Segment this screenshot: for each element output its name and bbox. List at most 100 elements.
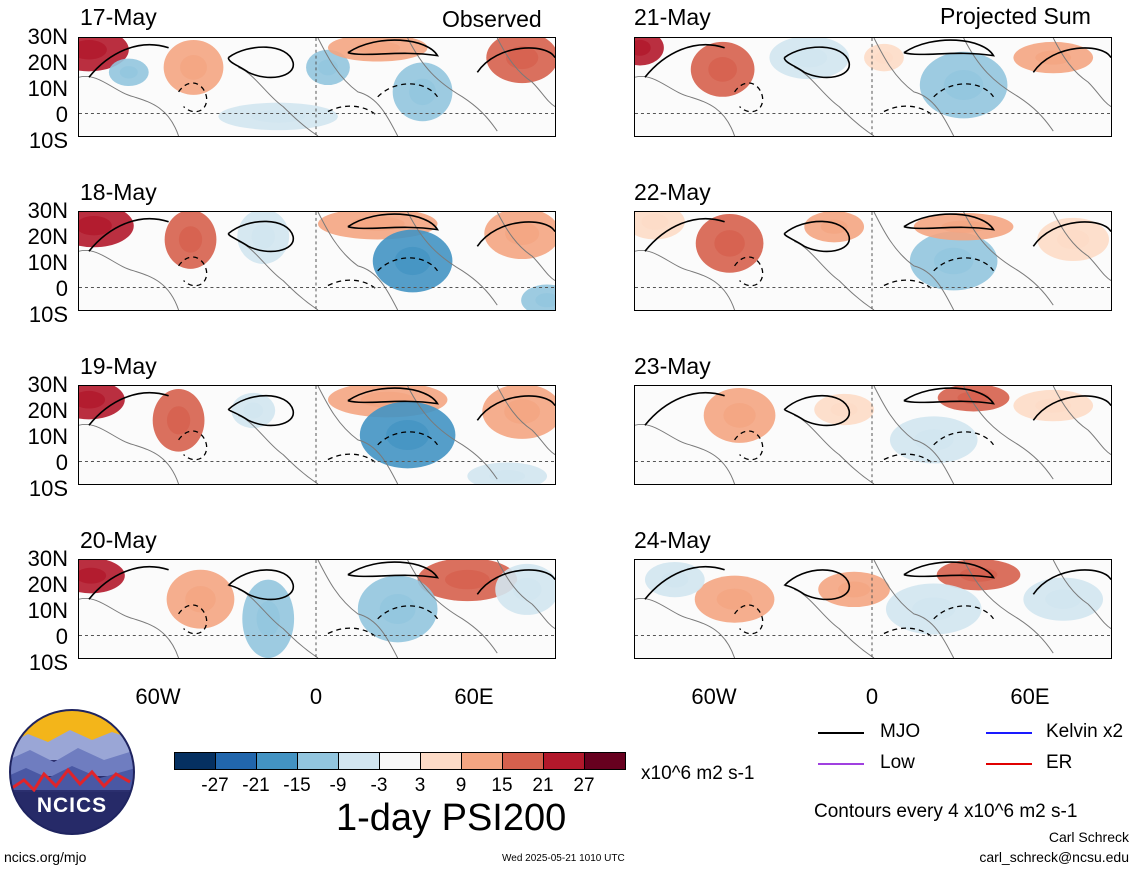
anomaly-core: [394, 246, 431, 276]
colorbar-swatch: [256, 752, 298, 770]
colorbar-tick-label: -21: [242, 775, 270, 796]
map-field: [635, 212, 1111, 310]
anomaly-core: [1057, 229, 1090, 250]
colorbar-swatch: [502, 752, 544, 770]
map-panel: [78, 385, 556, 485]
legend-label-er: ER: [1046, 752, 1073, 773]
lat-label: 20N: [27, 224, 68, 249]
anomaly-core: [79, 40, 107, 60]
panel-date: 23-May: [634, 353, 711, 379]
lon-label: 60E: [454, 684, 494, 709]
anomaly-core: [914, 429, 954, 451]
anomaly-core: [941, 220, 987, 233]
colorbar-tick-label: -3: [370, 775, 388, 796]
map-field: [79, 560, 555, 658]
mjo-contour: [88, 561, 555, 601]
anomaly-core: [318, 59, 338, 76]
coastline: [79, 386, 555, 484]
mjo-contour: [644, 561, 1111, 601]
lat-label: 30N: [27, 546, 68, 571]
panel-date: 22-May: [634, 179, 711, 205]
anomaly-core: [504, 399, 541, 424]
anomaly-core: [830, 402, 858, 417]
anomaly-core: [1035, 398, 1072, 413]
anomaly-core: [635, 39, 651, 56]
colorbar-tick-label: -15: [283, 775, 311, 796]
mjo-contour: [88, 213, 555, 253]
anomaly-core: [1045, 589, 1082, 609]
lat-label: 20N: [27, 398, 68, 423]
anomaly-core: [716, 588, 753, 610]
colorbar-tick-label: 9: [455, 775, 467, 796]
map-field: [635, 38, 1111, 136]
negative-contour: [734, 430, 995, 465]
anomaly-core: [166, 406, 191, 435]
anomaly-core: [79, 390, 106, 409]
anomaly-core: [933, 247, 974, 275]
lat-label: 20N: [27, 50, 68, 75]
legend-label-mjo: MJO: [880, 721, 921, 742]
colorbar-swatch: [543, 752, 585, 770]
map-field: [635, 386, 1111, 484]
legend-line-low: [818, 763, 864, 765]
footer-timestamp: Wed 2025-05-21 1010 UTC: [502, 853, 625, 864]
panel-date: 17-May: [80, 4, 157, 30]
panel-date: 20-May: [80, 527, 157, 553]
colorbar-swatch: [420, 752, 462, 770]
map-panel: [634, 385, 1112, 485]
map-panel: [78, 559, 556, 659]
colorbar-units: x10^6 m2 s-1: [641, 763, 755, 784]
anomaly-core: [178, 226, 203, 253]
anomaly-core: [79, 216, 112, 236]
anomaly-core: [837, 581, 871, 598]
footer-email[interactable]: carl_schreck@ncsu.edu: [979, 849, 1129, 865]
footer-url[interactable]: ncics.org/mjo: [4, 849, 87, 865]
legend-line-mjo: [818, 732, 864, 734]
colorbar-tick-label: 21: [532, 775, 554, 796]
colorbar-tick-label: -9: [329, 775, 347, 796]
negative-contour: [734, 604, 995, 639]
map-field: [79, 38, 555, 136]
lat-label: 10S: [28, 128, 68, 153]
colorbar-tick-label: 27: [573, 775, 595, 796]
legend-line-er: [986, 763, 1032, 765]
mjo-contour: [644, 387, 1111, 427]
anomaly-core: [355, 41, 401, 54]
coastline: [79, 212, 555, 310]
anomaly-core: [1035, 50, 1072, 65]
lat-label: 0: [55, 102, 68, 127]
anomaly-core: [409, 78, 436, 106]
map-field: [79, 212, 555, 310]
anomaly-core: [641, 213, 669, 230]
lat-label: 30N: [27, 198, 68, 223]
anomaly-core: [489, 469, 526, 483]
lat-label: 10N: [27, 598, 68, 623]
logo-text: NCICS: [37, 794, 107, 817]
mjo-contour: [88, 39, 555, 79]
lat-label: 10S: [28, 302, 68, 327]
map-panel: [78, 211, 556, 311]
lat-label: 10N: [27, 76, 68, 101]
panel-date: 21-May: [634, 4, 711, 30]
coastline: [79, 560, 555, 658]
colorbar-tick-label: 15: [491, 775, 513, 796]
contour-note: Contours every 4 x10^6 m2 s-1: [814, 801, 1078, 822]
colorbar-swatch: [215, 752, 257, 770]
negative-contour: [734, 256, 995, 291]
anomaly-core: [386, 420, 430, 450]
negative-contour: [178, 604, 439, 639]
anomaly-core: [379, 594, 416, 624]
projected-title: Projected Sum: [940, 3, 1091, 29]
anomaly-core: [79, 567, 107, 584]
colorbar-tick-label: 3: [414, 775, 426, 796]
anomaly-core: [820, 219, 848, 234]
lat-label: 0: [55, 450, 68, 475]
coastline: [635, 212, 1111, 310]
negative-contour: [734, 82, 995, 117]
colorbar-swatch: [584, 752, 626, 770]
lon-label: 60W: [135, 684, 181, 709]
lat-label: 10S: [28, 476, 68, 501]
anomaly-core: [243, 402, 264, 419]
lat-label: 30N: [27, 24, 68, 49]
panel-date: 18-May: [80, 179, 157, 205]
